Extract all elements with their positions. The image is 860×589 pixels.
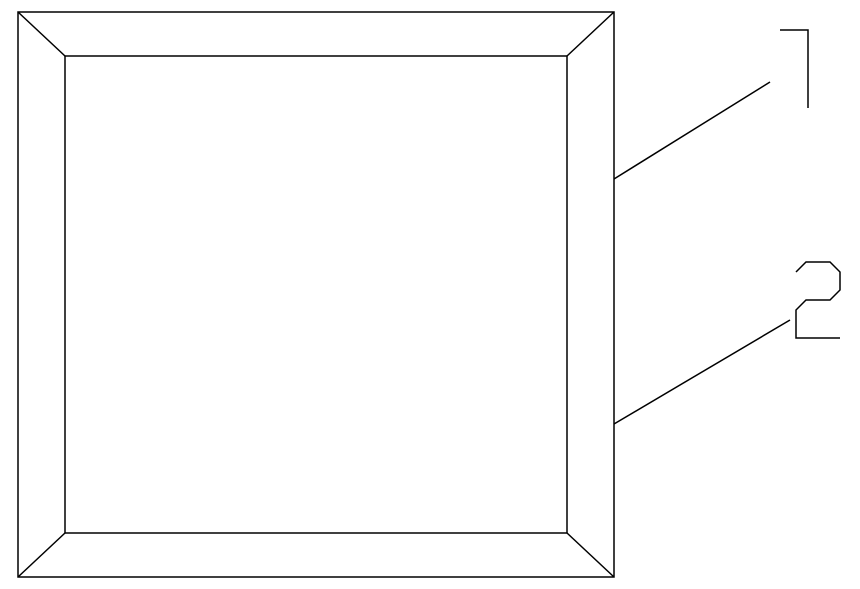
corner-line-tl	[18, 12, 65, 56]
corner-line-tr	[567, 12, 614, 56]
leader-line-1	[614, 82, 770, 179]
diagram-canvas: 1 2	[0, 0, 860, 589]
inner-frame	[65, 56, 567, 533]
outer-frame	[18, 12, 614, 577]
label-2-glyph	[796, 262, 840, 338]
leader-line-2	[614, 320, 790, 424]
corner-line-br	[567, 533, 614, 577]
corner-line-bl	[18, 533, 65, 577]
label-1-glyph	[780, 30, 808, 108]
